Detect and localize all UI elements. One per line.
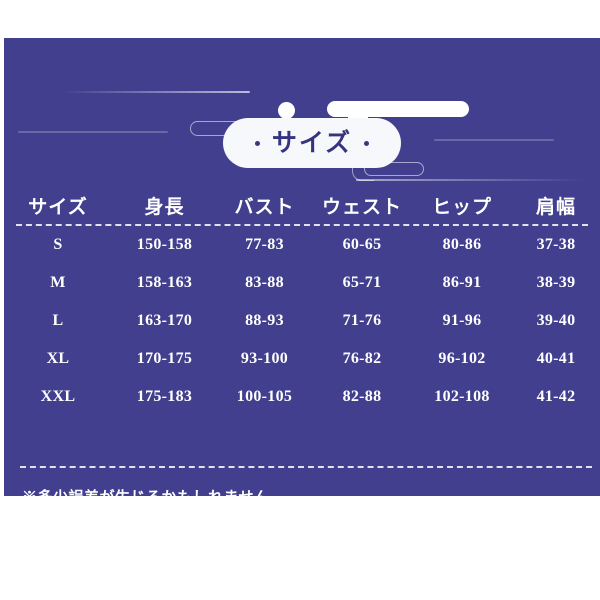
size-title-badge: サイズ (223, 118, 401, 168)
footer-divider (20, 466, 592, 468)
column-header-height: 身長 (144, 196, 185, 218)
decorative-hairline-left (60, 91, 250, 93)
cell-hip: 80-86 (442, 236, 482, 253)
size-table: サイズ 身長 バスト ウェスト ヒップ 肩幅 S 150-158 77-83 6… (4, 188, 600, 416)
cell-size: M (50, 274, 66, 291)
cell-bust: 93-100 (240, 350, 289, 367)
size-chart-panel: サイズ サイズ 身長 バスト ウェスト ヒップ 肩幅 S 150-158 77-… (4, 38, 600, 496)
column-header-size: サイズ (28, 196, 88, 218)
page-title: サイズ (271, 128, 353, 157)
cell-height: 170-175 (136, 350, 193, 367)
cell-waist: 65-71 (342, 274, 382, 291)
column-header-bust: バスト (234, 196, 295, 218)
table-row: M 158-163 83-88 65-71 86-91 38-39 (4, 264, 600, 302)
table-row: XL 170-175 93-100 76-82 96-102 40-41 (4, 340, 600, 378)
cell-height: 158-163 (136, 274, 193, 291)
badge-dot-right-icon (364, 140, 370, 146)
cell-shoulder: 38-39 (536, 274, 576, 291)
cell-bust: 83-88 (245, 274, 284, 291)
cell-waist: 82-88 (342, 388, 382, 405)
cell-bust: 88-93 (245, 312, 284, 329)
footer-note: ※多少誤差が生じるかもしれません。 (22, 486, 285, 496)
table-row: XXL 175-183 100-105 82-88 102-108 41-42 (4, 378, 600, 416)
cell-hip: 102-108 (434, 388, 490, 405)
decorative-dot (278, 102, 295, 119)
table-row: S 150-158 77-83 60-65 80-86 37-38 (4, 226, 600, 264)
cell-height: 163-170 (136, 312, 193, 329)
cell-size: XL (46, 350, 70, 367)
header-divider (16, 224, 588, 226)
decorative-outline-pill-right (364, 162, 424, 176)
column-header-shoulder: 肩幅 (535, 196, 576, 218)
cell-waist: 60-65 (342, 236, 382, 253)
cell-size: L (52, 312, 64, 329)
decorative-wisp-right (434, 139, 554, 141)
header-decoration: サイズ (4, 38, 600, 181)
cell-hip: 86-91 (442, 274, 482, 291)
table-row: L 163-170 88-93 71-76 91-96 39-40 (4, 302, 600, 340)
table-header-row: サイズ 身長 バスト ウェスト ヒップ 肩幅 (4, 188, 600, 222)
cell-shoulder: 37-38 (536, 236, 576, 253)
column-header-hip: ヒップ (431, 196, 492, 218)
cell-hip: 96-102 (438, 350, 486, 367)
badge-dot-left-icon (254, 140, 260, 146)
cell-size: XXL (40, 388, 76, 405)
cell-waist: 76-82 (342, 350, 382, 367)
decorative-hairline-right (356, 179, 586, 181)
cell-shoulder: 41-42 (536, 388, 576, 405)
cell-shoulder: 39-40 (536, 312, 576, 329)
cell-bust: 100-105 (236, 388, 293, 405)
column-header-waist: ウェスト (321, 196, 402, 218)
decorative-wisp-left (18, 131, 168, 133)
cell-height: 175-183 (136, 388, 193, 405)
cell-size: S (53, 236, 63, 253)
cell-height: 150-158 (136, 236, 193, 253)
cell-shoulder: 40-41 (536, 350, 576, 367)
cell-bust: 77-83 (245, 236, 284, 253)
cell-hip: 91-96 (442, 312, 482, 329)
cell-waist: 71-76 (342, 312, 382, 329)
